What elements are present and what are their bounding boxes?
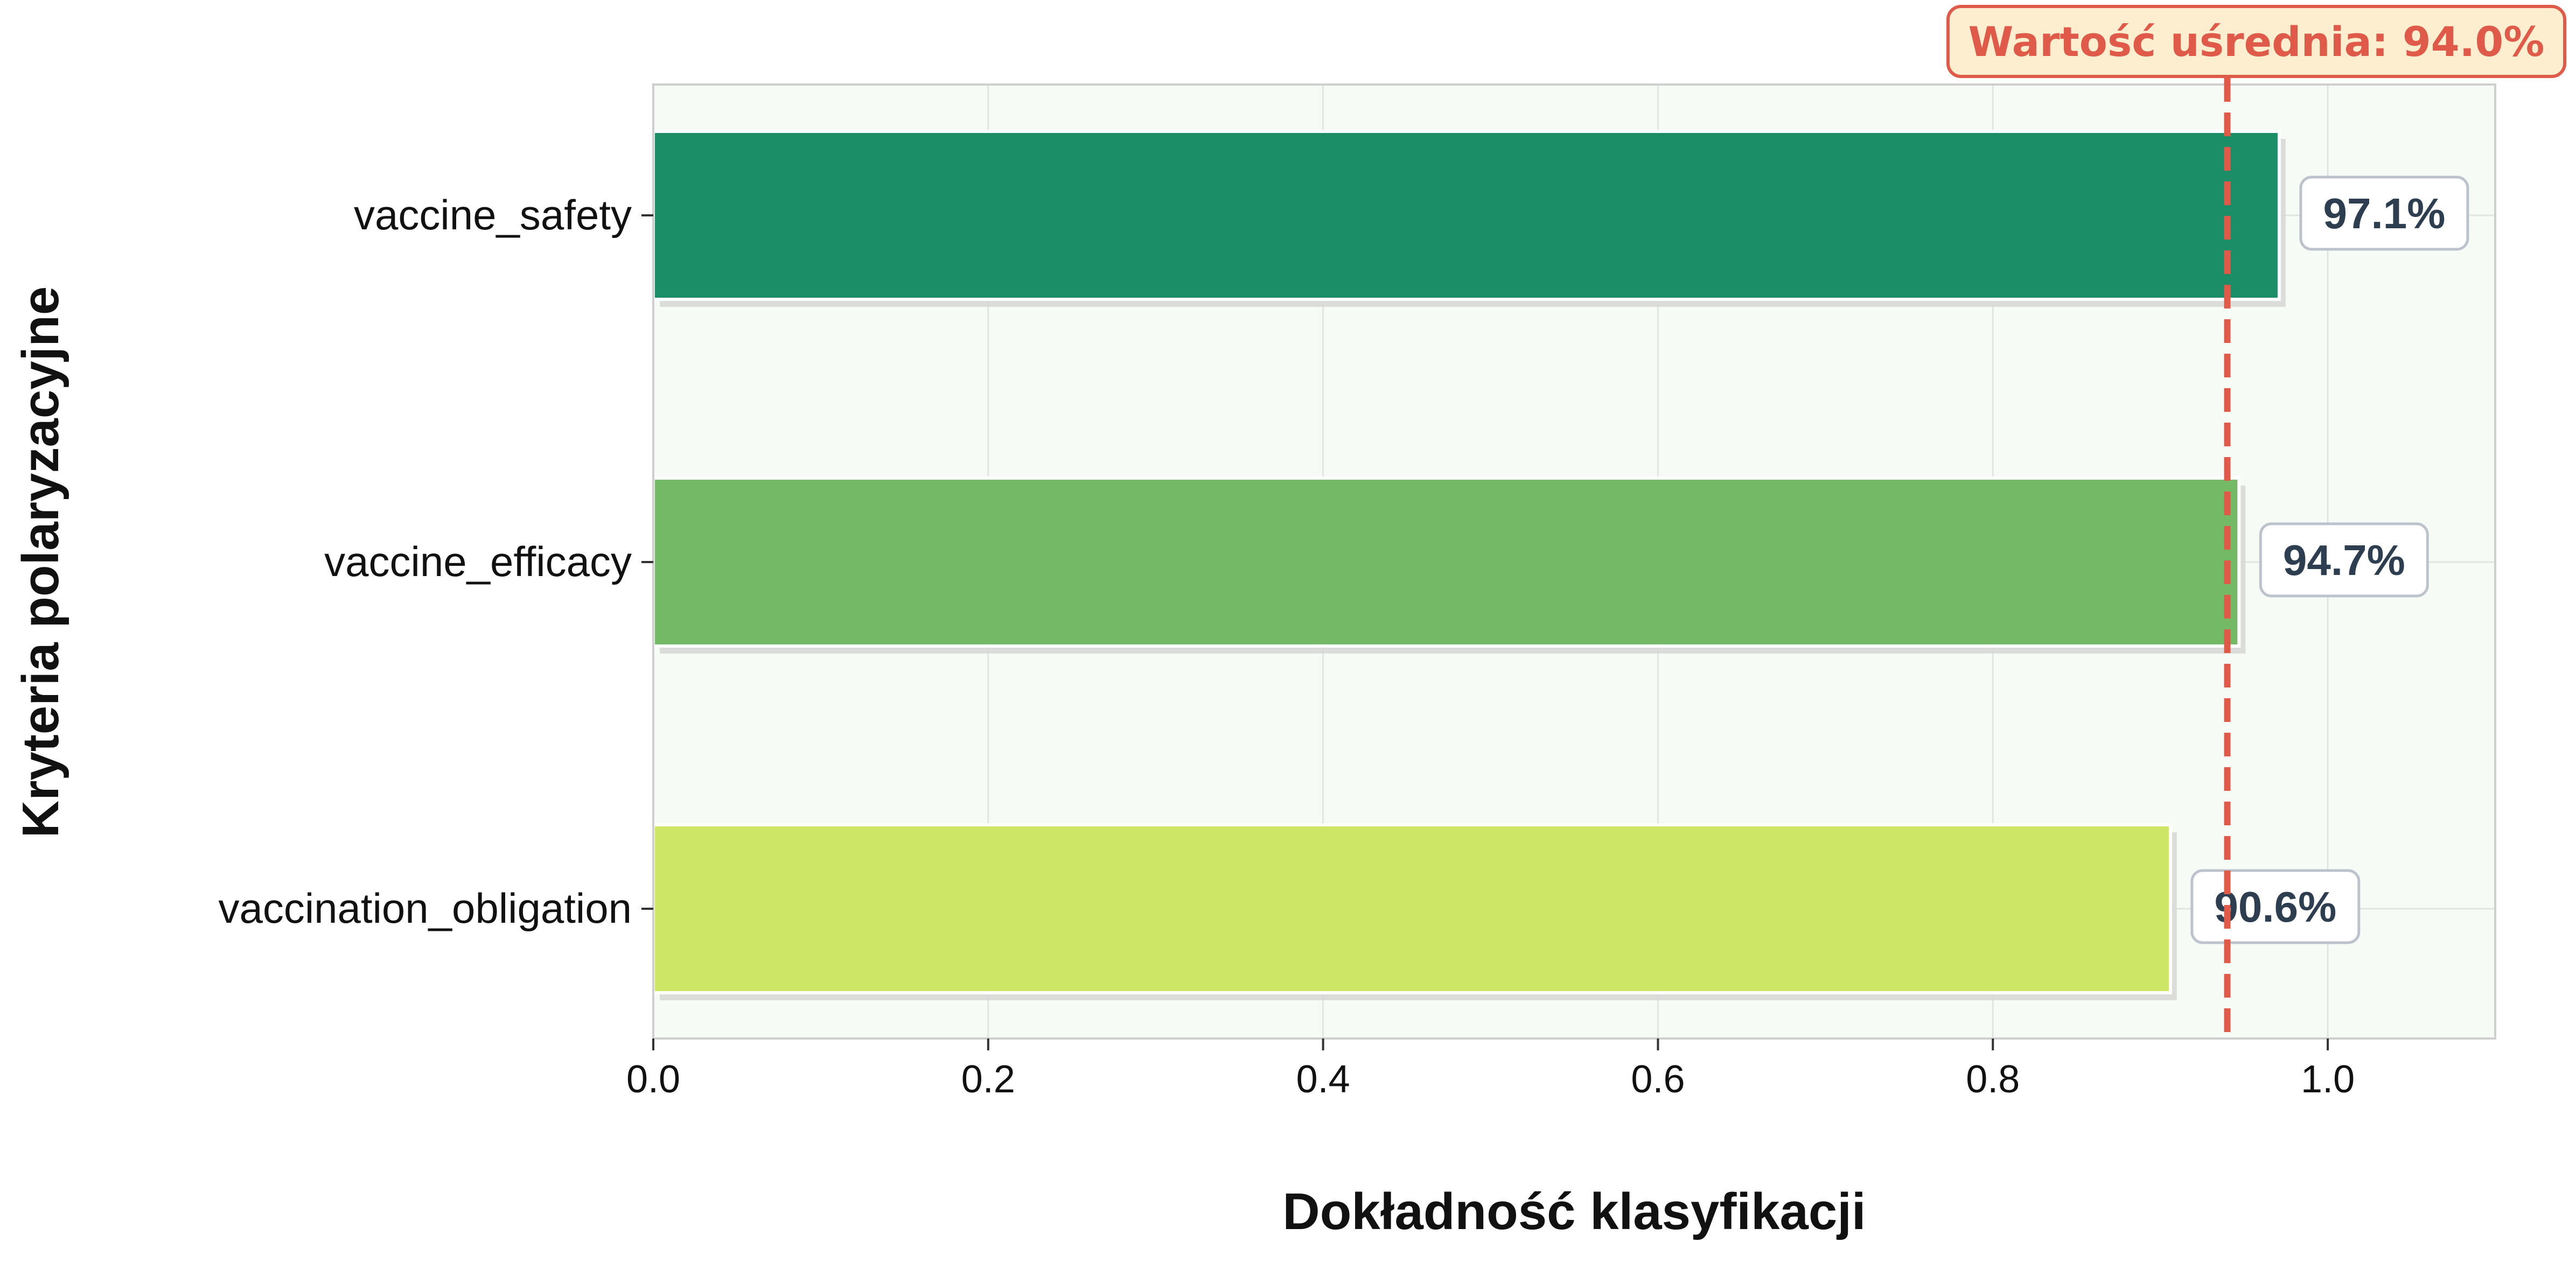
x-tick-label: 0.4 (1296, 1058, 1350, 1101)
x-tick-label: 0.0 (626, 1058, 680, 1101)
y-tick-label: vaccination_obligation (218, 885, 632, 932)
y-axis: vaccine_safety vaccine_efficacy vaccinatio… (218, 191, 653, 932)
reference-line-group: Wartość uśrednia: 94.0% (1946, 5, 2566, 1039)
value-labels: 97.1% 94.7% 90.6% (2190, 176, 2469, 944)
x-tick-label: 1.0 (2301, 1058, 2355, 1101)
x-axis: 0.0 0.2 0.4 0.6 0.8 1.0 (626, 1039, 2355, 1101)
value-label: 90.6% (2214, 883, 2336, 931)
bar (652, 476, 2241, 648)
x-axis-title: Dokładność klasyfikacji (1282, 1183, 1866, 1240)
bar (652, 823, 2172, 994)
value-label-box (2259, 522, 2429, 598)
value-label: 97.1% (2323, 190, 2446, 237)
value-label: 94.7% (2283, 536, 2405, 584)
bars (652, 130, 2286, 1000)
y-tick-label: vaccine_safety (354, 191, 632, 238)
x-tick-label: 0.8 (1966, 1058, 2020, 1101)
value-label-box (2299, 176, 2469, 251)
reference-label-box (1946, 5, 2566, 78)
x-tick-label: 0.2 (961, 1058, 1015, 1101)
bar (652, 130, 2281, 301)
x-tick-label: 0.6 (1631, 1058, 1685, 1101)
y-tick-label: vaccine_efficacy (324, 538, 632, 585)
y-axis-title: Kryteria polaryzacyjne (12, 286, 69, 838)
reference-label: Wartość uśrednia: 94.0% (1968, 18, 2545, 66)
value-label-box (2190, 869, 2361, 944)
